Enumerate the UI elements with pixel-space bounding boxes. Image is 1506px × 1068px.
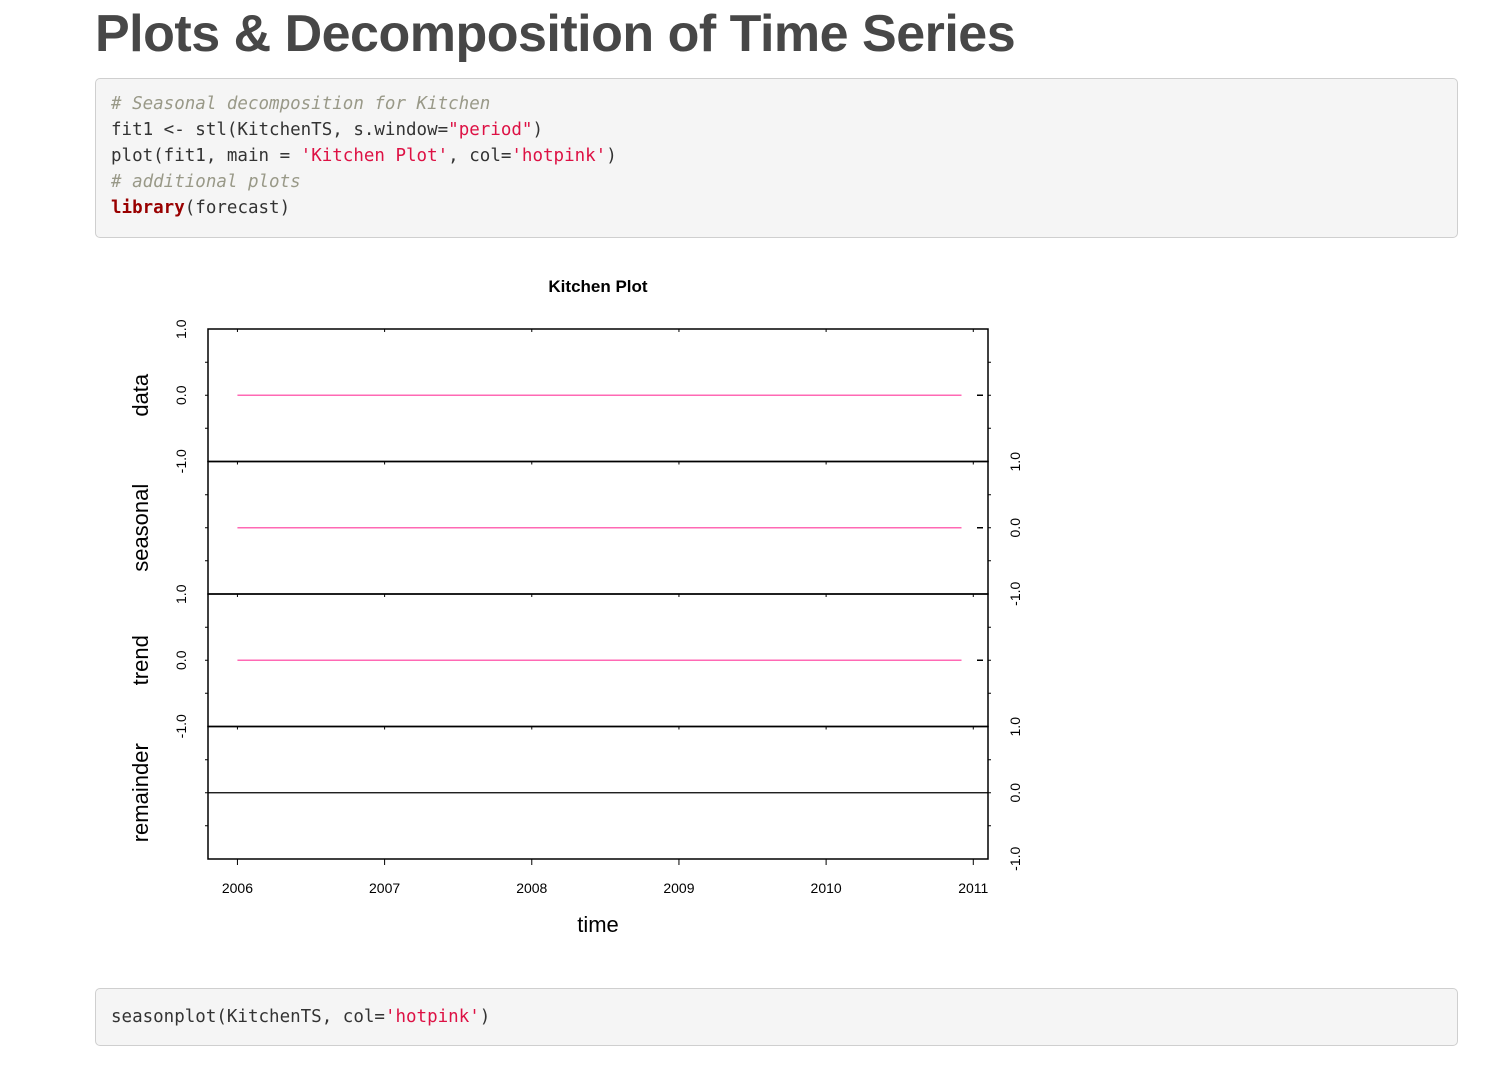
- x-tick-label: 2008: [516, 880, 547, 896]
- chart-title: Kitchen Plot: [548, 277, 648, 296]
- code-line: seasonplot(KitchenTS, col='hotpink'): [111, 1004, 1442, 1030]
- kitchen-plot-chart: Kitchen Plot -1.0 0.0 1.0 data -1.0 0.0 1.0 seas…: [128, 277, 1023, 937]
- x-tick-label: 2006: [222, 880, 253, 896]
- code-token-keyword: library: [111, 198, 185, 218]
- code-line: # additional plots: [111, 169, 1442, 195]
- code-token-string: 'Kitchen Plot': [300, 146, 449, 166]
- code-token-comment: # Seasonal decomposition for Kitchen: [111, 94, 491, 114]
- y-tick-label: 0.0: [1007, 783, 1023, 803]
- code-token-plain: ): [479, 1007, 491, 1027]
- y-tick-label: 0.0: [173, 385, 189, 405]
- code-block-stl[interactable]: # Seasonal decomposition for Kitchen fit1…: [95, 78, 1458, 238]
- code-token-string: "period": [448, 120, 533, 140]
- panel-label-remainder: remainder: [128, 743, 153, 842]
- panel-label-seasonal: seasonal: [128, 484, 153, 572]
- code-line: plot(fit1, main = 'Kitchen Plot', col='h…: [111, 143, 1442, 169]
- y-tick-label: -1.0: [1007, 581, 1023, 605]
- code-line: fit1 <- stl(KitchenTS, s.window="period"…: [111, 117, 1442, 143]
- code-token-plain: ): [606, 146, 617, 166]
- x-axis-label: time: [577, 912, 619, 937]
- code-token-plain: , col=: [448, 146, 512, 166]
- y-tick-label: -1.0: [173, 449, 189, 473]
- code-token-plain: plot(fit1, main =: [111, 146, 301, 166]
- code-token-comment: # additional plots: [111, 172, 301, 192]
- y-tick-label: 0.0: [1007, 518, 1023, 538]
- y-tick-label: 1.0: [1007, 717, 1023, 737]
- y-tick-label: 1.0: [173, 319, 189, 339]
- code-line: # Seasonal decomposition for Kitchen: [111, 91, 1442, 117]
- code-token-string: 'hotpink': [384, 1007, 480, 1027]
- code-line: library(forecast): [111, 195, 1442, 221]
- code-token-plain: ): [532, 120, 543, 140]
- code-token-plain: fit1 <- stl(KitchenTS, s.window=: [111, 120, 449, 140]
- code-token-string: 'hotpink': [511, 146, 607, 166]
- panel-label-data: data: [128, 373, 153, 417]
- x-tick-label: 2009: [663, 880, 694, 896]
- x-tick-label: 2007: [369, 880, 400, 896]
- code-token-plain: seasonplot(KitchenTS, col=: [111, 1007, 385, 1027]
- y-tick-label: 1.0: [173, 584, 189, 604]
- y-tick-label: 0.0: [173, 650, 189, 670]
- y-tick-label: -1.0: [173, 714, 189, 738]
- x-tick-label: 2010: [811, 880, 842, 896]
- y-tick-label: 1.0: [1007, 452, 1023, 472]
- y-tick-label: -1.0: [1007, 846, 1023, 870]
- panel-label-trend: trend: [128, 635, 153, 685]
- code-block-seasonplot[interactable]: seasonplot(KitchenTS, col='hotpink'): [95, 988, 1458, 1046]
- code-token-plain: (forecast): [184, 198, 291, 218]
- x-tick-label: 2011: [958, 880, 988, 896]
- page-title: Plots & Decomposition of Time Series: [95, 5, 1016, 63]
